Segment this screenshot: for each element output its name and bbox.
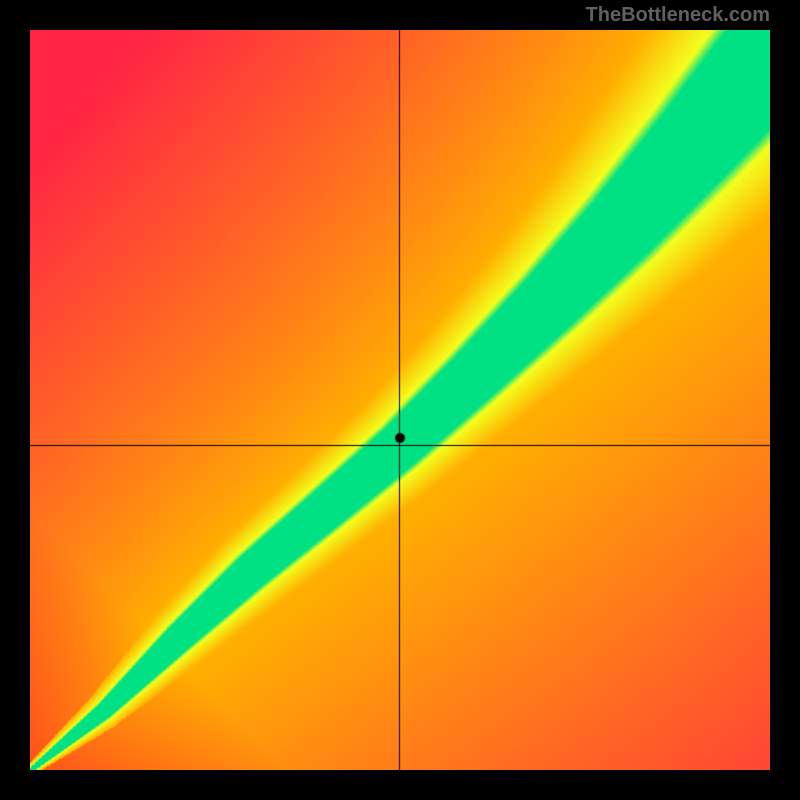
heatmap-chart xyxy=(30,30,770,770)
heatmap-canvas xyxy=(30,30,770,770)
watermark-text: TheBottleneck.com xyxy=(586,4,770,27)
